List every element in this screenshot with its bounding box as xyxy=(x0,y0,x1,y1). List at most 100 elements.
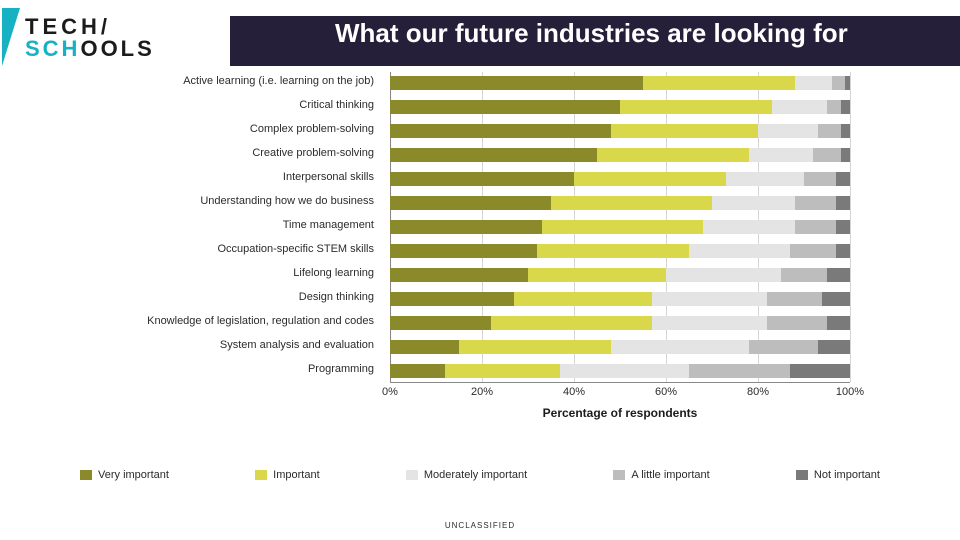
legend-label: Important xyxy=(273,469,319,481)
legend-label: A little important xyxy=(631,469,709,481)
legend-swatch xyxy=(255,470,267,480)
bar-segment xyxy=(767,292,822,306)
legend-item: A little important xyxy=(613,465,709,485)
bar-segment xyxy=(643,76,795,90)
bar-segment xyxy=(390,196,551,210)
x-axis-label: Percentage of respondents xyxy=(390,406,850,420)
bar-segment xyxy=(818,340,850,354)
category-label: System analysis and evaluation xyxy=(94,339,374,351)
bar-segment xyxy=(390,244,537,258)
bar-segment xyxy=(390,124,611,138)
bar-segment xyxy=(390,316,491,330)
bar-segment xyxy=(795,76,832,90)
bar-segment xyxy=(836,220,850,234)
category-label: Understanding how we do business xyxy=(94,195,374,207)
chart-row: Occupation-specific STEM skills xyxy=(390,240,850,264)
bar-segment xyxy=(689,244,790,258)
bar-segment xyxy=(836,244,850,258)
legend-item: Not important xyxy=(796,465,880,485)
bar-segment xyxy=(795,196,836,210)
bar-segment xyxy=(841,124,850,138)
bar-segment xyxy=(832,76,846,90)
logo-triangle xyxy=(2,8,24,68)
bar-segment xyxy=(597,148,749,162)
bar-segment xyxy=(445,364,560,378)
bar-segment xyxy=(611,340,749,354)
bar-segment xyxy=(712,196,795,210)
legend-swatch xyxy=(406,470,418,480)
bar-segment xyxy=(390,292,514,306)
bar-stack xyxy=(390,220,850,234)
bar-segment xyxy=(781,268,827,282)
legend-label: Not important xyxy=(814,469,880,481)
page-title: What our future industries are looking f… xyxy=(335,18,848,49)
bar-stack xyxy=(390,100,850,114)
bar-segment xyxy=(813,148,841,162)
bar-segment xyxy=(827,100,841,114)
bar-segment xyxy=(652,292,767,306)
chart-row: Interpersonal skills xyxy=(390,168,850,192)
category-label: Occupation-specific STEM skills xyxy=(94,243,374,255)
bar-segment xyxy=(749,340,818,354)
chart-row: Complex problem-solving xyxy=(390,120,850,144)
category-label: Lifelong learning xyxy=(94,267,374,279)
chart-legend: Very importantImportantModerately import… xyxy=(80,465,880,485)
category-label: Interpersonal skills xyxy=(94,171,374,183)
bar-segment xyxy=(551,196,712,210)
bar-segment xyxy=(818,124,841,138)
x-tick-label: 40% xyxy=(563,386,585,398)
chart-row: Programming xyxy=(390,360,850,384)
bar-stack xyxy=(390,76,850,90)
bar-segment xyxy=(390,340,459,354)
bar-segment xyxy=(390,100,620,114)
bar-segment xyxy=(726,172,804,186)
bar-segment xyxy=(827,268,850,282)
bar-segment xyxy=(390,268,528,282)
category-label: Active learning (i.e. learning on the jo… xyxy=(94,75,374,87)
category-label: Critical thinking xyxy=(94,99,374,111)
bar-segment xyxy=(822,292,850,306)
bar-segment xyxy=(841,148,850,162)
logo-rest: OOLS xyxy=(80,36,154,61)
legend-swatch xyxy=(796,470,808,480)
bar-segment xyxy=(836,172,850,186)
category-label: Design thinking xyxy=(94,291,374,303)
bar-segment xyxy=(537,244,689,258)
bar-segment xyxy=(542,220,703,234)
legend-item: Moderately important xyxy=(406,465,527,485)
bar-segment xyxy=(790,244,836,258)
legend-item: Important xyxy=(255,465,319,485)
x-tick-label: 60% xyxy=(655,386,677,398)
x-tick-label: 0% xyxy=(382,386,398,398)
grid-line xyxy=(850,72,851,382)
chart-row: Creative problem-solving xyxy=(390,144,850,168)
category-label: Complex problem-solving xyxy=(94,123,374,135)
bar-segment xyxy=(491,316,652,330)
bar-segment xyxy=(390,364,445,378)
legend-label: Moderately important xyxy=(424,469,527,481)
bar-segment xyxy=(767,316,827,330)
bar-segment xyxy=(804,172,836,186)
bar-segment xyxy=(459,340,611,354)
bar-segment xyxy=(611,124,758,138)
bar-segment xyxy=(390,148,597,162)
bar-segment xyxy=(560,364,689,378)
chart-row: Lifelong learning xyxy=(390,264,850,288)
legend-swatch xyxy=(80,470,92,480)
logo-teal: SCH xyxy=(25,36,80,61)
bar-stack xyxy=(390,292,850,306)
chart-row: Knowledge of legislation, regulation and… xyxy=(390,312,850,336)
bar-segment xyxy=(836,196,850,210)
category-label: Time management xyxy=(94,219,374,231)
bar-stack xyxy=(390,124,850,138)
chart-row: Active learning (i.e. learning on the jo… xyxy=(390,72,850,96)
logo: TECH/ SCHOOLS xyxy=(25,14,155,62)
chart-row: System analysis and evaluation xyxy=(390,336,850,360)
bar-segment xyxy=(689,364,790,378)
category-label: Programming xyxy=(94,363,374,375)
bar-segment xyxy=(703,220,795,234)
bar-segment xyxy=(749,148,813,162)
bar-stack xyxy=(390,196,850,210)
bar-segment xyxy=(620,100,772,114)
chart-plot-area: 0%20%40%60%80%100%Percentage of responde… xyxy=(390,72,850,383)
